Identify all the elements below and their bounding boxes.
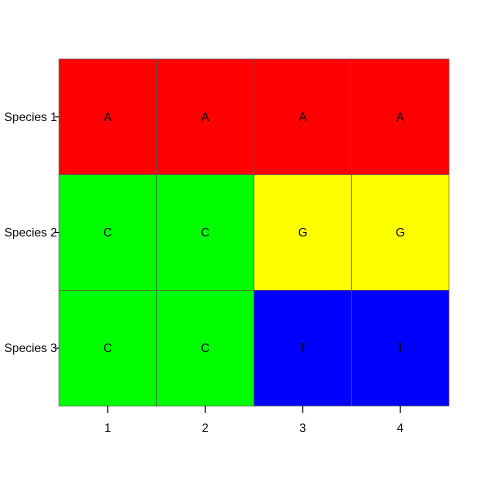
y-tick-label-2: Species 2 xyxy=(4,226,57,240)
cell-label-r3-c4: T xyxy=(397,341,405,355)
y-axis: Species 1 Species 2 Species 3 xyxy=(4,110,59,355)
cell-r2-c1 xyxy=(58,174,157,291)
cell-r2-c4 xyxy=(351,174,450,291)
cell-label-r1-c2: A xyxy=(201,110,209,124)
cell-r2-c3 xyxy=(253,174,352,291)
cell-r1-c2 xyxy=(156,58,255,175)
cell-label-r1-c3: A xyxy=(299,110,307,124)
x-tick-label-4: 4 xyxy=(397,421,404,435)
cell-label-r3-c3: T xyxy=(299,341,307,355)
y-tick-label-3: Species 3 xyxy=(4,341,57,355)
cell-r3-c4 xyxy=(351,290,450,407)
cell-r3-c2 xyxy=(156,290,255,407)
cell-label-r2-c3: G xyxy=(298,226,307,240)
cells-layer xyxy=(58,58,450,407)
cell-label-r2-c2: C xyxy=(201,226,210,240)
x-tick-label-1: 1 xyxy=(104,421,111,435)
cell-labels-layer: A A A A C C G G C C T T xyxy=(103,110,405,355)
cell-label-r2-c4: G xyxy=(396,226,405,240)
cell-label-r3-c1: C xyxy=(103,341,112,355)
cell-label-r2-c1: C xyxy=(103,226,112,240)
cell-label-r1-c1: A xyxy=(104,110,112,124)
x-tick-label-2: 2 xyxy=(202,421,209,435)
cell-r1-c1 xyxy=(58,58,157,175)
cell-label-r3-c2: C xyxy=(201,341,210,355)
cell-label-r1-c4: A xyxy=(396,110,404,124)
y-tick-label-1: Species 1 xyxy=(4,110,57,124)
cell-r2-c2 xyxy=(156,174,255,291)
cell-r1-c4 xyxy=(351,58,450,175)
x-tick-label-3: 3 xyxy=(299,421,306,435)
cell-r1-c3 xyxy=(253,58,352,175)
x-axis: 1 2 3 4 xyxy=(104,406,404,435)
